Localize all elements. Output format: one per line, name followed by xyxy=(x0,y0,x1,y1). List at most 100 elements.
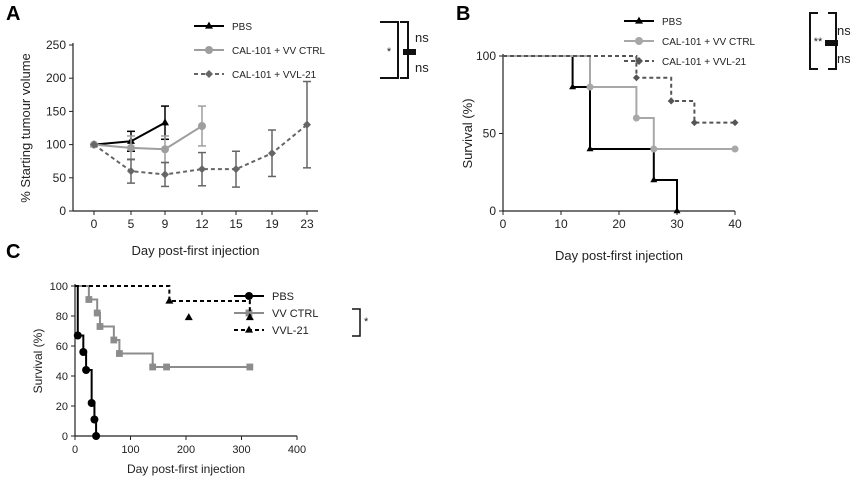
panel-b-x-tick-label: 30 xyxy=(670,217,684,231)
panel-a-series-1-point xyxy=(127,143,135,152)
panel-c-y-tick-label: 100 xyxy=(50,281,68,293)
panel-a-x-tick-label: 12 xyxy=(195,217,209,231)
panel-c-letter: C xyxy=(6,241,20,263)
panel-c-y-tick-label: 20 xyxy=(56,401,68,413)
panel-c-series-1-event-marker xyxy=(93,309,101,317)
panel-a-sig-outer: * xyxy=(387,46,392,58)
panel-c-series-1-event-marker xyxy=(85,296,93,303)
panel-c-series-0-event-marker xyxy=(73,331,82,340)
panel-c-series-1-censor-marker xyxy=(246,363,254,371)
panel-a-y-axis-label: % Starting tumour volume xyxy=(18,53,33,203)
panel-b-series-2-curve xyxy=(503,55,735,124)
panel-a-series-2-point xyxy=(90,140,98,149)
panel-a-y-tick-label: 250 xyxy=(46,38,66,52)
panel-c-series-1-event-marker xyxy=(96,323,104,330)
panel-a-series-1-line xyxy=(93,125,203,151)
panel-a-bracket-outer xyxy=(380,21,399,79)
panel-c-series-1-event-marker xyxy=(149,363,157,371)
panel-c-series-2-legend-marker xyxy=(245,325,253,333)
panel-a-series-2-point xyxy=(268,149,276,158)
panel-b-series-0-event-marker xyxy=(673,207,681,214)
panel-a-y-tick-label: 100 xyxy=(46,138,66,152)
panel-a-letter: A xyxy=(6,3,20,25)
panel-b-series-2-event-marker xyxy=(632,74,640,82)
panel-b-series-2-end-marker xyxy=(731,119,739,127)
panel-b-x-axis-label: Day post-first injection xyxy=(555,248,683,263)
panel-c-x-tick-label: 100 xyxy=(121,444,139,456)
panel-b-x-tick-label: 20 xyxy=(612,217,626,231)
panel-c-y-tick-label: 0 xyxy=(62,431,68,443)
panel-c-series-1-event-marker xyxy=(116,350,123,357)
panel-b-series-1-event-marker xyxy=(586,83,594,91)
panel-c-series-0-event-marker xyxy=(87,399,96,407)
panel-b-y-tick-label: 0 xyxy=(489,204,496,218)
panel-a-x-tick-label: 5 xyxy=(128,217,135,231)
panel-c-y-tick-label: 40 xyxy=(56,371,68,383)
panel-b-series-1-event-marker xyxy=(650,145,658,153)
panel-c-series-2-event-marker xyxy=(165,296,174,304)
panel-c-x-tick-label: 0 xyxy=(72,444,78,456)
panel-c-x-tick-label: 300 xyxy=(232,444,250,456)
panel-b-series-1-legend-label: CAL-101 + VV CTRL xyxy=(662,37,756,48)
panel-c-series-0-event-marker xyxy=(92,432,101,440)
panel-b-y-tick-label: 50 xyxy=(483,127,497,141)
panel-c-sig-outer: * xyxy=(364,316,369,328)
panel-c-x-tick-label: 200 xyxy=(177,444,195,456)
panel-c-series-2-event-marker xyxy=(245,313,254,321)
panel-a-series-2-point xyxy=(232,165,240,174)
panel-a-series-1-legend-label: CAL-101 + VV CTRL xyxy=(232,46,326,57)
panel-b-series-0-legend-marker xyxy=(635,16,643,24)
panel-b-series-0-event-marker xyxy=(586,145,594,152)
panel-c-x-axis-label: Day post-first injection xyxy=(127,462,245,476)
panel-a-x-tick-label: 19 xyxy=(265,217,279,231)
panel-a-series-2-legend-label: CAL-101 + VVL-21 xyxy=(232,70,317,81)
panel-a-x-tick-label: 0 xyxy=(91,217,98,231)
panel-b-x-tick-label: 10 xyxy=(554,217,568,231)
panel-c-y-tick-label: 80 xyxy=(56,311,68,323)
panel-c-series-0-event-marker xyxy=(79,348,88,356)
panel-c-series-0-curve xyxy=(75,285,98,436)
panel-b-x-tick-label: 0 xyxy=(500,217,507,231)
panel-a-series-2-point xyxy=(198,165,206,174)
panel-c-bracket-outer xyxy=(352,308,361,337)
panel-a-series-0-legend-label: PBS xyxy=(232,22,252,33)
panel-a-x-axis-label: Day post-first injection xyxy=(132,243,260,258)
panel-b-sig-lower: ns xyxy=(837,51,850,66)
panel-a-series-2-legend-marker xyxy=(205,70,213,78)
panel-b-bracket-outer xyxy=(809,12,818,70)
panel-c-series-1-censor-marker xyxy=(163,363,170,371)
panel-b-series-0-legend-label: PBS xyxy=(662,17,682,28)
panel-a-sig-lower: ns xyxy=(415,60,429,75)
panel-c-series-1-event-marker xyxy=(110,336,118,344)
panel-b-series-0-event-marker xyxy=(650,176,658,183)
panel-a-sig-upper: ns xyxy=(415,30,429,45)
panel-a-y-tick-label: 0 xyxy=(59,204,66,218)
panel-a-x-tick-label: 9 xyxy=(162,217,169,231)
panel-a-series-2-point xyxy=(161,170,169,179)
panel-c-series-2-legend-label: VVL-21 xyxy=(272,325,309,337)
panel-b-y-axis-label: Survival (%) xyxy=(460,98,475,168)
panel-c-series-0-legend-marker xyxy=(245,292,253,300)
panel-a-series-1-legend-marker xyxy=(205,46,213,54)
panel-b-series-1-end-marker xyxy=(731,145,739,153)
panel-b-series-0-event-marker xyxy=(569,83,577,90)
panel-a-x-tick-label: 15 xyxy=(229,217,243,231)
panel-c-series-2-curve xyxy=(75,285,251,318)
panel-b-letter: B xyxy=(456,3,470,25)
panel-a-series-1-point xyxy=(198,122,206,131)
panel-b-series-1-legend-marker xyxy=(635,37,643,45)
panel-a-x-tick-label: 23 xyxy=(300,217,314,231)
panel-c-series-0-legend-label: PBS xyxy=(272,291,294,303)
panel-c-series-1-legend-marker xyxy=(245,309,253,317)
panel-a-y-tick-label: 200 xyxy=(46,71,66,85)
panel-b-x-tick-label: 40 xyxy=(728,217,742,231)
panel-c-y-tick-label: 60 xyxy=(56,341,68,353)
panel-b-series-2-event-marker xyxy=(667,97,675,105)
panel-b-y-tick-label: 100 xyxy=(476,49,496,63)
panel-a-bracket-join xyxy=(403,49,416,55)
panel-a-series-0-point xyxy=(161,118,169,126)
panel-c-series-1-legend-label: VV CTRL xyxy=(272,308,318,320)
panel-b-sig-upper: ns xyxy=(837,23,850,38)
panel-c-series-0-event-marker xyxy=(82,366,91,374)
